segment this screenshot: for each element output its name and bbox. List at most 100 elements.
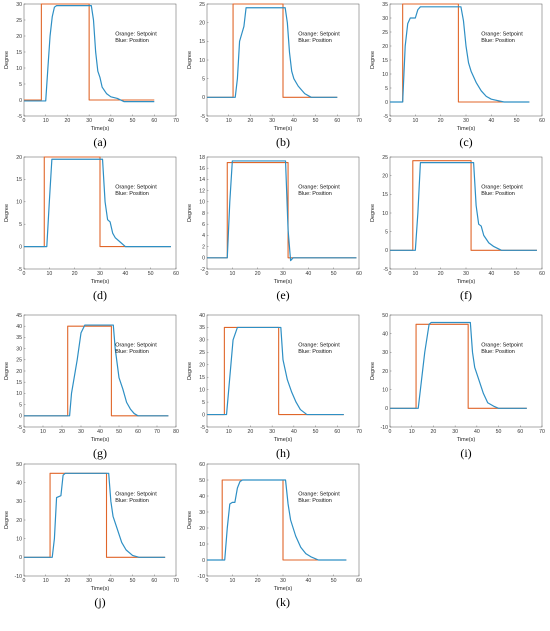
x-tick-label: 40 [108, 118, 114, 124]
x-axis-label: Time(s) [457, 126, 476, 132]
x-tick-label: 40 [108, 578, 114, 584]
x-tick-label: 20 [59, 429, 65, 435]
y-tick-label: 0 [202, 412, 205, 418]
y-tick-label: 10 [382, 211, 388, 217]
panel-caption: (c) [459, 135, 473, 149]
y-tick-label: -5 [200, 114, 205, 120]
x-tick-label: 30 [269, 118, 275, 124]
y-tick-label: 20 [199, 526, 205, 532]
line-chart: 0 10 20 30 40 50 60-505101520Time(s)DegreeOran… [4, 155, 179, 285]
x-tick-label: 0 [389, 429, 392, 435]
y-tick-label: 15 [16, 380, 22, 386]
y-tick-label: 0 [19, 414, 22, 420]
x-tick-label: 50 [130, 578, 136, 584]
x-tick-label: 30 [280, 271, 286, 277]
x-tick-label: 30 [269, 429, 275, 435]
x-tick-label: 10 [40, 429, 46, 435]
line-chart: 0 10 20 30 40 50 60-505101520253035Time(s)Degr… [370, 2, 545, 132]
legend-position: Blue: Position [115, 498, 149, 504]
y-tick-label: 2 [202, 244, 205, 250]
panel-caption: (f) [460, 288, 472, 302]
chart-panel: 0 10 20 30 40 50 60 -5 0 5 10 15 20 25 Time(s) Degree Or… [370, 155, 546, 307]
y-tick-label: 40 [199, 494, 205, 500]
x-tick-label: 0 [23, 271, 26, 277]
y-tick-label: 16 [199, 166, 205, 172]
plot-area [206, 156, 360, 270]
line-chart: 0 10 20 30 40 50 60 70-50510152025303540Time(s)… [187, 313, 362, 443]
panel-caption: (a) [93, 135, 107, 149]
x-tick-label: 40 [291, 118, 297, 124]
plot-area [23, 463, 177, 577]
legend-setpoint: Orange: Setpoint [481, 342, 523, 348]
y-axis-label: Degree [187, 511, 193, 529]
x-tick-label: 60 [539, 118, 545, 124]
chart-panel: 0 10 20 30 40 50 60 70 -5 0 5 10 15 20 25 30 Time(s) Degr… [4, 2, 180, 154]
y-tick-label: 14 [199, 177, 205, 183]
legend-setpoint: Orange: Setpoint [298, 184, 340, 190]
y-tick-label: 30 [16, 499, 22, 505]
chart-panel: 0 10 20 30 40 50 60 70 -5 0 5 10 15 20 25 30 35 40 Time(s)… [187, 313, 363, 465]
chart-panel: 0 10 20 30 40 50 60 -5 0 5 10 15 20 Time(s) Degree Oran… [4, 155, 180, 307]
x-tick-label: 40 [97, 429, 103, 435]
y-tick-label: 10 [16, 536, 22, 542]
x-tick-label: 10 [229, 578, 235, 584]
y-tick-label: 30 [382, 350, 388, 356]
x-tick-label: 0 [206, 271, 209, 277]
plot-area [389, 314, 543, 428]
x-tick-label: 20 [72, 271, 78, 277]
y-tick-label: 30 [199, 338, 205, 344]
x-tick-label: 40 [305, 271, 311, 277]
y-tick-label: 35 [382, 2, 388, 8]
y-tick-label: 10 [199, 58, 205, 64]
x-tick-label: 20 [65, 118, 71, 124]
y-tick-label: 20 [16, 34, 22, 40]
x-tick-label: 10 [226, 429, 232, 435]
x-tick-label: 40 [291, 429, 297, 435]
y-tick-label: 40 [16, 480, 22, 486]
y-tick-label: 5 [19, 402, 22, 408]
y-tick-label: 10 [382, 387, 388, 393]
y-tick-label: 18 [199, 155, 205, 161]
y-tick-label: 0 [202, 256, 205, 262]
x-tick-label: 60 [151, 118, 157, 124]
y-tick-label: 5 [385, 86, 388, 92]
legend-setpoint: Orange: Setpoint [115, 342, 157, 348]
x-tick-label: 50 [313, 429, 319, 435]
y-tick-label: 60 [199, 462, 205, 468]
y-tick-label: 0 [19, 98, 22, 104]
x-tick-label: 0 [389, 271, 392, 277]
y-tick-label: 10 [382, 72, 388, 78]
x-tick-label: 50 [148, 271, 154, 277]
position-line [207, 7, 338, 98]
y-tick-label: -2 [200, 267, 205, 273]
y-axis-label: Degree [187, 51, 193, 69]
x-tick-label: 20 [248, 429, 254, 435]
x-tick-label: 10 [43, 578, 49, 584]
panel-caption: (i) [460, 446, 472, 460]
y-axis-label: Degree [4, 511, 10, 529]
y-tick-label: 5 [202, 400, 205, 406]
chart-panel: 0 10 20 30 40 50 60 -10 0 10 20 30 40 50 60 Time(s) Degr… [187, 462, 363, 614]
x-tick-label: 40 [474, 429, 480, 435]
y-tick-label: 15 [16, 50, 22, 56]
line-chart: 0 10 20 30 40 50 60 70-5051015202530Time(s)Degr… [4, 2, 179, 132]
x-axis-label: Time(s) [274, 279, 293, 285]
x-tick-label: 80 [173, 429, 179, 435]
y-tick-label: 15 [199, 375, 205, 381]
x-axis-label: Time(s) [91, 279, 110, 285]
line-chart: 0 10 20 30 40 50 60-100102030405060Time(s)Degr… [187, 462, 362, 592]
x-tick-label: 0 [206, 118, 209, 124]
chart-panel: 0 10 20 30 40 50 60 70 80 -5 0 5 10 15 20 25 30 35 40 45 Tim… [4, 313, 180, 465]
x-tick-label: 60 [135, 429, 141, 435]
x-tick-label: 30 [463, 118, 469, 124]
position-line [24, 4, 155, 103]
y-tick-label: -10 [381, 425, 389, 431]
x-tick-label: 60 [539, 271, 545, 277]
y-tick-label: 4 [202, 233, 205, 239]
line-chart: 0 10 20 30 40 50 60 70-50510152025Time(s)Degree… [187, 2, 362, 132]
position-line [24, 158, 171, 248]
legend-position: Blue: Position [481, 38, 515, 44]
y-tick-label: 5 [202, 76, 205, 82]
y-tick-label: 20 [16, 369, 22, 375]
x-tick-label: 60 [334, 429, 340, 435]
